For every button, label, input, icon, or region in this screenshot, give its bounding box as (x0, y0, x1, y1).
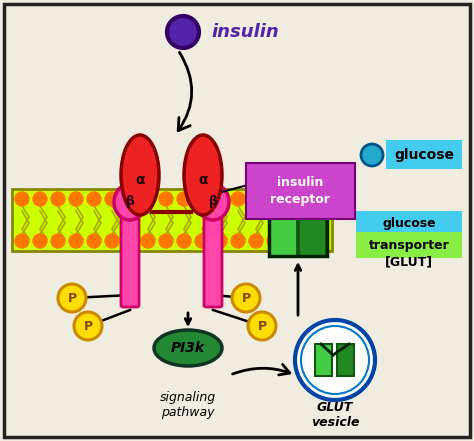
Circle shape (33, 234, 47, 248)
Circle shape (15, 234, 29, 248)
Circle shape (74, 312, 102, 340)
Text: α: α (198, 173, 208, 187)
FancyBboxPatch shape (121, 217, 139, 307)
Text: P: P (257, 319, 266, 333)
Circle shape (105, 234, 119, 248)
Circle shape (33, 192, 47, 206)
Text: P: P (241, 292, 251, 304)
FancyBboxPatch shape (356, 211, 462, 237)
Ellipse shape (154, 330, 222, 366)
Circle shape (159, 192, 173, 206)
Circle shape (267, 192, 281, 206)
Circle shape (303, 234, 317, 248)
Circle shape (295, 320, 375, 400)
Text: [GLUT]: [GLUT] (385, 255, 433, 269)
Circle shape (301, 326, 369, 394)
Circle shape (51, 192, 65, 206)
FancyBboxPatch shape (337, 344, 354, 376)
Circle shape (303, 192, 317, 206)
Circle shape (15, 192, 29, 206)
Circle shape (69, 192, 83, 206)
Circle shape (285, 192, 299, 206)
Circle shape (249, 234, 263, 248)
Text: signaling
pathway: signaling pathway (160, 391, 216, 419)
Circle shape (248, 312, 276, 340)
Text: insulin: insulin (211, 23, 279, 41)
Circle shape (51, 234, 65, 248)
Circle shape (141, 192, 155, 206)
Circle shape (213, 192, 227, 206)
Circle shape (123, 234, 137, 248)
Circle shape (232, 284, 260, 312)
Ellipse shape (184, 135, 222, 215)
Circle shape (285, 234, 299, 248)
Text: GLUT
vesicle: GLUT vesicle (311, 401, 359, 429)
Circle shape (231, 192, 245, 206)
Text: transporter: transporter (369, 239, 449, 251)
Circle shape (267, 234, 281, 248)
FancyBboxPatch shape (298, 184, 326, 256)
Circle shape (195, 234, 209, 248)
Ellipse shape (197, 184, 229, 220)
Text: PI3k: PI3k (171, 341, 205, 355)
Circle shape (105, 192, 119, 206)
Text: insulin
receptor: insulin receptor (270, 176, 330, 206)
FancyBboxPatch shape (204, 217, 222, 307)
FancyArrowPatch shape (178, 52, 192, 131)
Circle shape (58, 284, 86, 312)
Circle shape (123, 192, 137, 206)
FancyBboxPatch shape (386, 140, 462, 169)
Text: β: β (209, 195, 218, 209)
Circle shape (87, 234, 101, 248)
FancyBboxPatch shape (315, 344, 332, 376)
Text: α: α (135, 173, 145, 187)
Circle shape (167, 16, 199, 48)
Circle shape (141, 234, 155, 248)
Text: β: β (126, 195, 135, 209)
Text: glucose: glucose (394, 148, 454, 162)
Ellipse shape (114, 184, 146, 220)
Circle shape (231, 234, 245, 248)
Circle shape (195, 192, 209, 206)
FancyBboxPatch shape (246, 163, 355, 219)
Text: P: P (83, 319, 92, 333)
FancyBboxPatch shape (356, 232, 462, 258)
Circle shape (69, 234, 83, 248)
FancyBboxPatch shape (12, 189, 332, 251)
Text: glucose: glucose (382, 217, 436, 231)
Text: P: P (67, 292, 77, 304)
Circle shape (361, 144, 383, 166)
Circle shape (177, 192, 191, 206)
Circle shape (213, 234, 227, 248)
Circle shape (249, 192, 263, 206)
Circle shape (177, 234, 191, 248)
FancyArrowPatch shape (233, 364, 290, 375)
FancyBboxPatch shape (269, 184, 297, 256)
Ellipse shape (121, 135, 159, 215)
Circle shape (87, 192, 101, 206)
Circle shape (159, 234, 173, 248)
